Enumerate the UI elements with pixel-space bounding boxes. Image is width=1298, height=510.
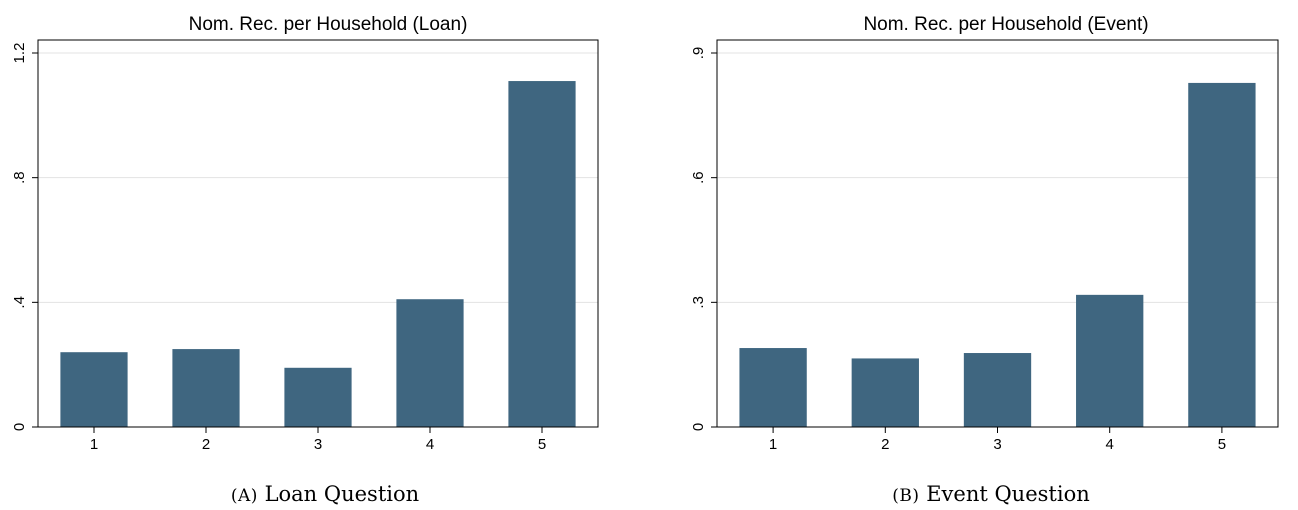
x-tick-label: 2 <box>202 436 210 453</box>
bar <box>60 352 128 427</box>
y-tick-label: 1.2 <box>11 43 28 64</box>
bar <box>284 367 352 427</box>
y-tick-label: 0 <box>690 423 707 431</box>
x-tick-label: 5 <box>538 436 546 453</box>
bar <box>739 348 807 427</box>
caption-event: (B) Event Question <box>741 482 1241 506</box>
y-tick-label: .4 <box>11 296 28 309</box>
x-tick-label: 4 <box>426 436 434 453</box>
x-tick-label: 2 <box>881 436 889 453</box>
event-chart: Nom. Rec. per Household (Event) 0.3.6.9 … <box>690 14 1279 453</box>
caption-label: (A) <box>230 486 258 506</box>
y-tick-label: .8 <box>11 171 28 184</box>
bar <box>508 81 576 428</box>
bar <box>1076 294 1144 427</box>
bar <box>963 353 1032 427</box>
chart-title: Nom. Rec. per Household (Loan) <box>189 14 468 35</box>
caption-text: Event Question <box>926 482 1090 506</box>
x-tick-label: 3 <box>314 436 322 453</box>
y-tick-label: .3 <box>690 296 707 309</box>
bar <box>851 358 919 427</box>
y-tick-label: 0 <box>11 423 28 431</box>
caption-label: (B) <box>892 486 920 506</box>
bar <box>396 299 464 427</box>
x-tick-label: 5 <box>1218 436 1226 453</box>
loan-chart: Nom. Rec. per Household (Loan) 0.4.81.2 … <box>11 14 599 453</box>
x-tick-label: 4 <box>1106 436 1114 453</box>
bar <box>1188 82 1256 428</box>
caption-loan: (A) Loan Question <box>75 482 575 506</box>
y-tick-label: .9 <box>690 47 707 60</box>
x-tick-label: 3 <box>993 436 1001 453</box>
bar <box>172 349 240 427</box>
x-tick-label: 1 <box>90 436 98 453</box>
chart-title: Nom. Rec. per Household (Event) <box>863 14 1148 35</box>
caption-text: Loan Question <box>264 482 420 506</box>
y-tick-label: .6 <box>690 171 707 184</box>
x-tick-label: 1 <box>769 436 777 453</box>
